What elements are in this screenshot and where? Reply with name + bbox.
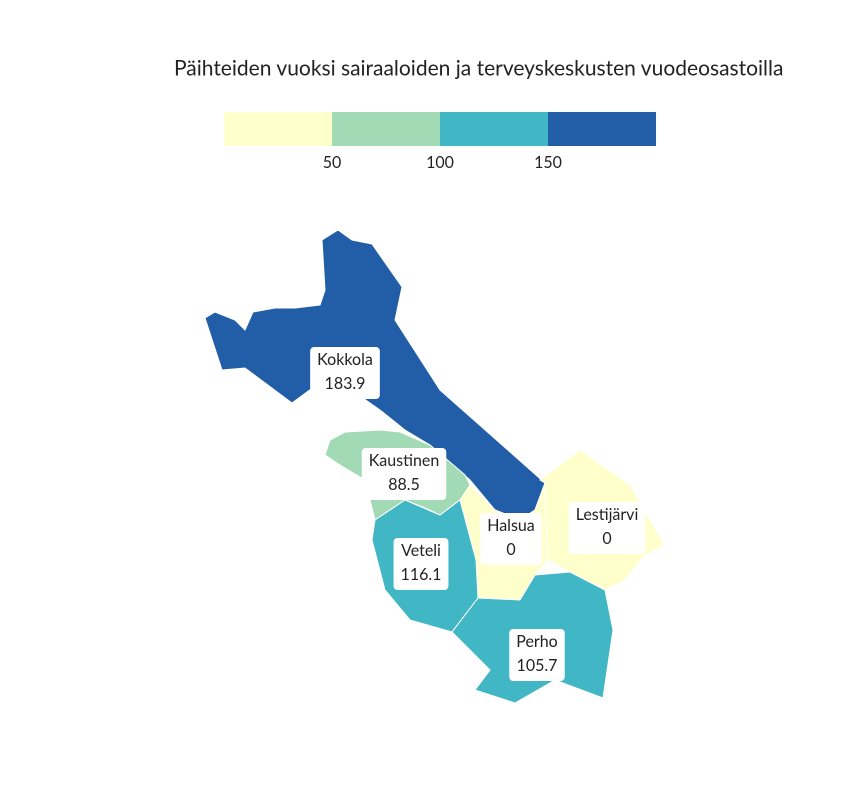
region-label: Kokkola 183.9 (310, 347, 380, 399)
label-box (361, 448, 447, 500)
label-box (310, 347, 380, 399)
label-box (509, 629, 565, 681)
value-label: 183.9 (325, 374, 366, 393)
region-name: Lestijärvi (576, 505, 639, 524)
value-label: 0 (506, 540, 515, 559)
region-label: Perho 105.7 (509, 629, 565, 681)
labels: Kokkola183.9Kaustinen88.5Halsua0Lestijär… (310, 347, 646, 681)
region-name: Kaustinen (369, 451, 440, 470)
legend-tick-label: 150 (534, 153, 562, 172)
region-name: Kokkola (317, 350, 373, 369)
legend-tick-label: 50 (323, 153, 342, 172)
region-label: Lestijärvi 0 (568, 502, 646, 554)
region-label: Kaustinen 88.5 (361, 448, 447, 500)
region-name: Veteli (401, 541, 441, 560)
region-label: Veteli 116.1 (393, 538, 449, 590)
chart-title: Päihteiden vuoksi sairaaloiden ja tervey… (174, 55, 783, 80)
legend-tick-label: 100 (426, 153, 454, 172)
legend-swatch (440, 112, 548, 146)
value-label: 105.7 (517, 656, 558, 675)
value-label: 88.5 (388, 475, 420, 494)
region-name: Perho (516, 632, 557, 651)
value-label: 116.1 (401, 565, 442, 584)
label-box (480, 513, 542, 565)
region-name: Halsua (487, 516, 535, 535)
legend-swatch (224, 112, 332, 146)
value-label: 0 (602, 529, 611, 548)
region-label: Halsua 0 (480, 513, 542, 565)
legend-swatch (548, 112, 656, 146)
legend-swatch (332, 112, 440, 146)
label-box (393, 538, 449, 590)
label-box (568, 502, 646, 554)
